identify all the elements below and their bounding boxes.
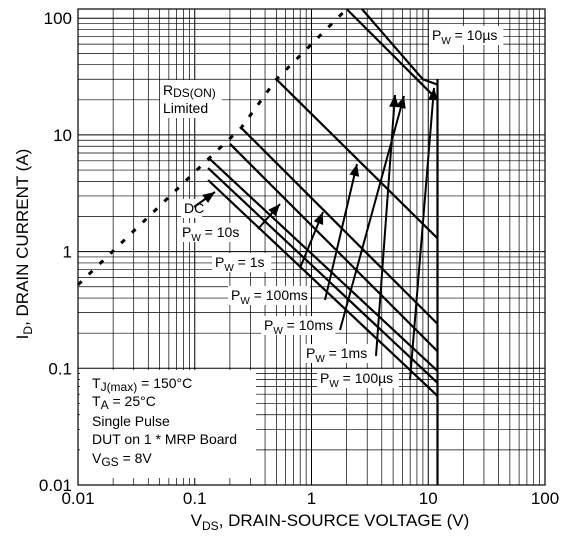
- series-layer: [76, 7, 439, 485]
- series-line: [240, 127, 439, 325]
- svg-text:Limited: Limited: [163, 100, 208, 116]
- series-label: PW = 10s: [182, 224, 239, 244]
- rds-limit-line: [76, 7, 348, 286]
- y-tick-label: 10: [53, 126, 72, 145]
- svg-text:TJ(max) = 150°C: TJ(max) = 150°C: [92, 375, 192, 394]
- label-arrow: [409, 87, 435, 381]
- x-tick-label: 0.1: [183, 489, 207, 508]
- series-label-bg: [212, 253, 272, 272]
- y-tick-label: 1: [63, 243, 72, 262]
- series-label-bg: [261, 316, 336, 335]
- conditions-box: TJ(max) = 150°C TA = 25°C Single Pulse D…: [80, 370, 256, 478]
- svg-text:Single Pulse: Single Pulse: [92, 413, 170, 429]
- arrowhead: [313, 212, 324, 225]
- series-line: [207, 179, 439, 397]
- series-line: [207, 167, 439, 384]
- y-tick-label: 100: [44, 9, 72, 28]
- tick-labels: 0.01 0.1 1 10 100 0.01 0.1 1 10 100: [39, 9, 559, 508]
- series-line: [275, 78, 439, 240]
- arrowhead: [202, 192, 215, 203]
- x-tick-label: 10: [419, 489, 438, 508]
- arrowhead: [349, 164, 360, 177]
- label-arrow: [375, 94, 396, 357]
- svg-text:DUT on 1 * MRP Board: DUT on 1 * MRP Board: [92, 431, 237, 447]
- series-label-bg: [317, 369, 399, 388]
- series-label: PW = 100µs: [320, 370, 393, 390]
- series-label-bg: [429, 26, 504, 45]
- x-tick-label: 1: [307, 489, 316, 508]
- svg-text:VGS = 8V: VGS = 8V: [92, 450, 152, 469]
- series-label: PW = 10µs: [432, 27, 497, 47]
- label-arrow: [324, 163, 358, 301]
- series-label: PW = 100ms: [231, 287, 308, 307]
- series-label: PW = 10ms: [264, 317, 333, 337]
- plot-frame: [77, 8, 546, 486]
- series-label-bg: [179, 223, 246, 242]
- svg-text:RDS(ON): RDS(ON): [163, 82, 216, 100]
- rds-limit-label: RDS(ON) Limited: [160, 80, 222, 118]
- x-axis-title: VDS, DRAIN-SOURCE VOLTAGE (V): [191, 511, 470, 533]
- series-label: PW = 1s: [215, 254, 265, 274]
- arrowhead: [428, 88, 438, 101]
- arrowhead: [268, 204, 280, 217]
- x-tick-label: 0.01: [61, 489, 94, 508]
- x-tick-label: 100: [531, 489, 559, 508]
- series-label: PW = 1ms: [306, 345, 367, 365]
- series-line: [361, 8, 438, 86]
- series-line: [345, 8, 439, 101]
- y-tick-label: 0.01: [39, 476, 72, 495]
- series-label-bg: [303, 344, 370, 363]
- series-line: [229, 143, 439, 353]
- series-label-bg: [228, 286, 310, 305]
- svg-text:TA = 25°C: TA = 25°C: [92, 393, 156, 412]
- series-line: [209, 158, 439, 372]
- y-tick-label: 0.1: [48, 359, 72, 378]
- label-arrow: [339, 95, 405, 331]
- y-axis-title: ID, DRAIN CURRENT (A): [13, 149, 35, 340]
- arrowhead: [389, 95, 400, 108]
